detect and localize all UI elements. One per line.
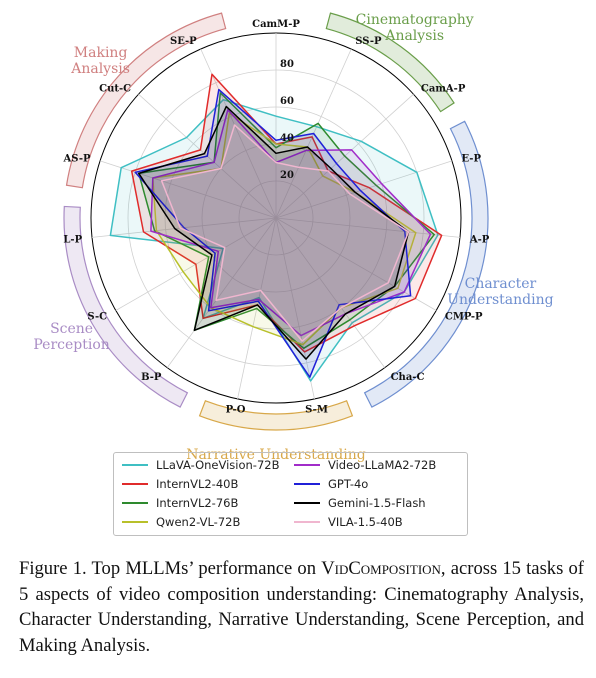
grid-spoke	[200, 48, 277, 219]
aspect-label-narrative-understanding: Narrative Understanding	[186, 447, 365, 463]
aspect-arc-narrative-understanding	[198, 400, 354, 431]
legend-swatch	[122, 483, 148, 485]
legend-label: Video-LLaMA2-72B	[328, 458, 437, 472]
axis-label-as-p: AS-P	[62, 154, 90, 165]
radial-tick-label: 60	[280, 96, 294, 107]
series-polygons	[109, 73, 443, 382]
legend: LLaVA-OneVision-72B InternVL2-40B InternVL…	[113, 452, 468, 536]
aspect-arc-making-analysis	[65, 12, 227, 189]
legend-item-llava-onevision-72b: LLaVA-OneVision-72B	[122, 457, 280, 473]
legend-swatch	[294, 483, 320, 485]
legend-item-qwen2-vl-72b: Qwen2-VL-72B	[122, 514, 240, 530]
radial-tick-label: 80	[280, 59, 294, 70]
legend-label: VILA-1.5-40B	[328, 515, 403, 529]
caption-suffix: , across 15 tasks of 5 aspects of video …	[19, 558, 584, 656]
figure-caption: Figure 1. Top MLLMs’ performance on VidC…	[19, 556, 584, 658]
aspect-label-character-understanding: Character Understanding	[447, 276, 553, 308]
caption-benchmark-name: VidComposition	[321, 558, 441, 579]
aspect-arc-cinematography-analysis	[325, 12, 455, 113]
legend-swatch	[122, 502, 148, 504]
axis-label-l-p: L-P	[63, 234, 82, 245]
grid-spoke	[166, 217, 277, 368]
aspect-labels: Cinematography Analysis Character Understan…	[33, 12, 553, 463]
axis-label-cama-p: CamA-P	[421, 84, 466, 95]
series-video-llama2-72b	[150, 109, 432, 337]
radial-ticks: 20 40 60 80	[280, 59, 294, 181]
aspect-arcs	[63, 12, 489, 431]
legend-label: InternVL2-76B	[156, 496, 239, 510]
grid-spoke	[275, 160, 453, 219]
axis-label-a-p: A-P	[469, 234, 490, 245]
axis-label-s-m: S-M	[305, 405, 328, 416]
series-internvl2-76b	[138, 92, 435, 350]
axis-label-se-p: SE-P	[170, 36, 197, 47]
legend-swatch	[122, 521, 148, 523]
legend-item-vila-1-5-40b: VILA-1.5-40B	[294, 514, 403, 530]
legend-swatch	[294, 502, 320, 504]
legend-item-gpt-4o: GPT-4o	[294, 476, 368, 492]
grid-spoke	[99, 160, 277, 219]
axis-label-cut-c: Cut-C	[99, 84, 131, 95]
legend-swatch	[294, 464, 320, 466]
radial-tick-label: 40	[280, 133, 294, 144]
axis-label-cmp-p: CMP-P	[445, 312, 483, 323]
radar-chart: 20 40 60 80 CamM-P SS-P CamA-P E-P A-P CMP-P Cha-…	[33, 12, 553, 463]
caption-prefix: Figure 1. Top MLLMs’ performance on	[19, 558, 322, 579]
legend-label: Gemini-1.5-Flash	[328, 496, 426, 510]
aspect-label-scene-perception: Scene Perception	[33, 321, 109, 353]
grid-spoke	[275, 217, 315, 400]
axis-label-b-p: B-P	[141, 372, 162, 383]
series-vila-1-5-40b	[160, 124, 410, 342]
radial-tick-label: 20	[280, 170, 294, 181]
axis-label-camm-p: CamM-P	[252, 19, 300, 30]
aspect-arc-scene-perception	[63, 205, 189, 408]
legend-label: GPT-4o	[328, 477, 369, 491]
aspect-label-making-analysis: Making Analysis	[70, 45, 130, 77]
legend-label: LLaVA-OneVision-72B	[156, 458, 280, 472]
aspect-arc-character-understanding	[363, 120, 489, 408]
grid-spoke	[275, 217, 461, 238]
axis-label-e-p: E-P	[462, 154, 482, 165]
axis-label-s-c: S-C	[87, 312, 107, 323]
axis-label-p-o: P-O	[226, 405, 246, 416]
legend-item-internvl2-76b: InternVL2-76B	[122, 495, 238, 511]
aspect-label-cinematography-analysis: Cinematography Analysis	[356, 12, 474, 44]
grid-spoke	[275, 217, 386, 368]
axis-label-cha-c: Cha-C	[391, 372, 425, 383]
legend-item-gemini-1-5-flash: Gemini-1.5-Flash	[294, 495, 426, 511]
axis-labels: CamM-P SS-P CamA-P E-P A-P CMP-P Cha-C S-M P-O B-…	[62, 19, 489, 416]
axis-label-ss-p: SS-P	[355, 36, 382, 47]
legend-swatch	[122, 464, 148, 466]
legend-label: Qwen2-VL-72B	[156, 515, 241, 529]
series-gemini-1-5-flash	[138, 105, 410, 360]
legend-label: InternVL2-40B	[156, 477, 239, 491]
legend-item-internvl2-40b: InternVL2-40B	[122, 476, 238, 492]
legend-item-video-llama2-72b: Video-LLaMA2-72B	[294, 457, 436, 473]
legend-swatch	[294, 521, 320, 523]
